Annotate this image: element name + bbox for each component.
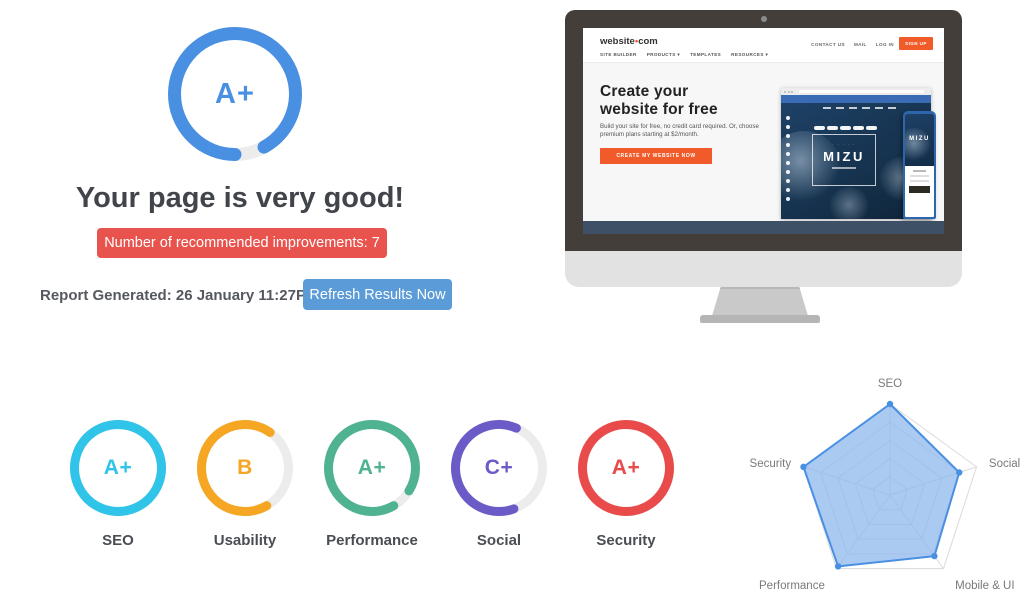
refresh-results-button[interactable]: Refresh Results Now xyxy=(303,279,452,310)
monitor-camera-icon xyxy=(760,16,767,22)
template-subtitle-line xyxy=(832,167,856,169)
preview-nav-right: CONTACT US MAIL LOG IN xyxy=(811,42,894,47)
social-ring-svg xyxy=(451,420,547,516)
grade-ring-usability: B Usability xyxy=(195,420,295,549)
grade-ring-social: C+ Social xyxy=(449,420,549,549)
builder-selection-box xyxy=(812,134,876,186)
preview-hero-title-line1: Create your xyxy=(600,83,689,100)
preview-nav-link: LOG IN xyxy=(875,42,894,47)
phone-photo-strip xyxy=(909,186,930,193)
phone-mockup: MIZU xyxy=(903,111,936,219)
radar-axis-label: Performance xyxy=(759,580,825,592)
builder-browser-chrome xyxy=(781,88,931,95)
monitor-stand-base xyxy=(700,315,820,323)
website-screenshot: website•com SITE BUILDER PRODUCTS ▾ TEMPLA… xyxy=(583,28,944,234)
phone-screen: MIZU xyxy=(905,114,934,217)
builder-left-rail xyxy=(786,116,790,201)
preview-hero: Create your website for free Build your … xyxy=(583,63,944,221)
social-label: Social xyxy=(476,532,522,549)
security-grade: A+ xyxy=(611,456,641,479)
template-menu-dashes xyxy=(823,107,923,109)
jellyfish-image xyxy=(781,131,841,205)
jellyfish-image xyxy=(829,187,869,219)
preview-logo: website•com xyxy=(600,36,658,47)
performance-ring-svg xyxy=(324,420,420,516)
radar-chart-svg: SEO Social Mobile & UI Performance Security xyxy=(750,378,1021,592)
preview-hero-subtitle: Build your site for free, no credit card… xyxy=(600,123,759,138)
preview-logo-name: website xyxy=(600,36,635,47)
page-title: Your page is very good! xyxy=(75,182,405,214)
preview-footer-strip xyxy=(583,221,944,234)
performance-label: Performance xyxy=(326,532,418,549)
seo-ring-svg xyxy=(70,420,166,516)
radar-axis-label: Mobile & UI xyxy=(955,580,1014,592)
improvements-badge: Number of recommended improvements: 7 xyxy=(97,228,387,258)
report-generated-label: Report Generated: 26 January 11:27PM xyxy=(40,287,319,304)
phone-body xyxy=(905,170,934,193)
jellyfish-image xyxy=(905,128,931,162)
preview-nav-link: CONTACT US xyxy=(811,42,845,47)
overall-score-ring-svg xyxy=(168,27,302,161)
usability-label: Usability xyxy=(213,532,277,549)
builder-toolbar xyxy=(781,95,931,103)
grade-ring-seo: A+ SEO xyxy=(68,420,168,549)
builder-pill-row xyxy=(814,126,877,130)
seo-label: SEO xyxy=(102,532,134,549)
grade-ring-security: A+ Security xyxy=(576,420,676,549)
usability-grade: B xyxy=(237,456,253,479)
social-grade: C+ xyxy=(484,456,514,479)
preview-cta-button: CREATE MY WEBSITE NOW xyxy=(600,148,712,164)
preview-navbar: website•com SITE BUILDER PRODUCTS ▾ TEMPLA… xyxy=(583,28,944,63)
radar-axis-label: Security xyxy=(750,458,792,470)
template-title: MIZU xyxy=(823,149,865,164)
usability-ring-svg xyxy=(197,420,293,516)
monitor-stand-neck xyxy=(712,287,808,316)
preview-hero-title: Create your website for free xyxy=(600,83,718,119)
security-ring-svg xyxy=(578,420,674,516)
preview-nav-menu: SITE BUILDER PRODUCTS ▾ TEMPLATES RESOURCES… xyxy=(600,52,768,58)
preview-logo-dot-icon: • xyxy=(634,36,639,47)
preview-hero-title-line2: website for free xyxy=(600,101,718,118)
radar-axis-label: SEO xyxy=(878,378,902,390)
preview-nav-item: RESOURCES ▾ xyxy=(731,52,769,57)
overall-score-ring: A+ xyxy=(168,27,302,161)
preview-nav-item: SITE BUILDER xyxy=(600,52,637,57)
radar-chart: SEO Social Mobile & UI Performance Security xyxy=(732,378,1024,603)
grade-ring-performance: A+ Performance xyxy=(322,420,422,549)
preview-nav-link: MAIL xyxy=(853,42,867,47)
overall-grade: A+ xyxy=(215,77,255,110)
performance-grade: A+ xyxy=(357,456,387,479)
preview-nav-item: PRODUCTS ▾ xyxy=(646,52,681,57)
security-label: Security xyxy=(596,532,656,549)
preview-signup-button: SIGN UP xyxy=(899,37,933,50)
seo-grade: A+ xyxy=(103,456,133,479)
template-kicker-line: · · · · · xyxy=(832,143,856,147)
monitor-bezel: website•com SITE BUILDER PRODUCTS ▾ TEMPLA… xyxy=(565,10,962,251)
monitor-chin xyxy=(565,251,962,287)
preview-logo-tld: com xyxy=(638,36,658,47)
radar-axis-label: Social xyxy=(989,458,1020,470)
phone-hero: MIZU xyxy=(905,114,934,166)
preview-nav-item: TEMPLATES xyxy=(690,52,722,57)
phone-template-title: MIZU xyxy=(909,136,930,142)
